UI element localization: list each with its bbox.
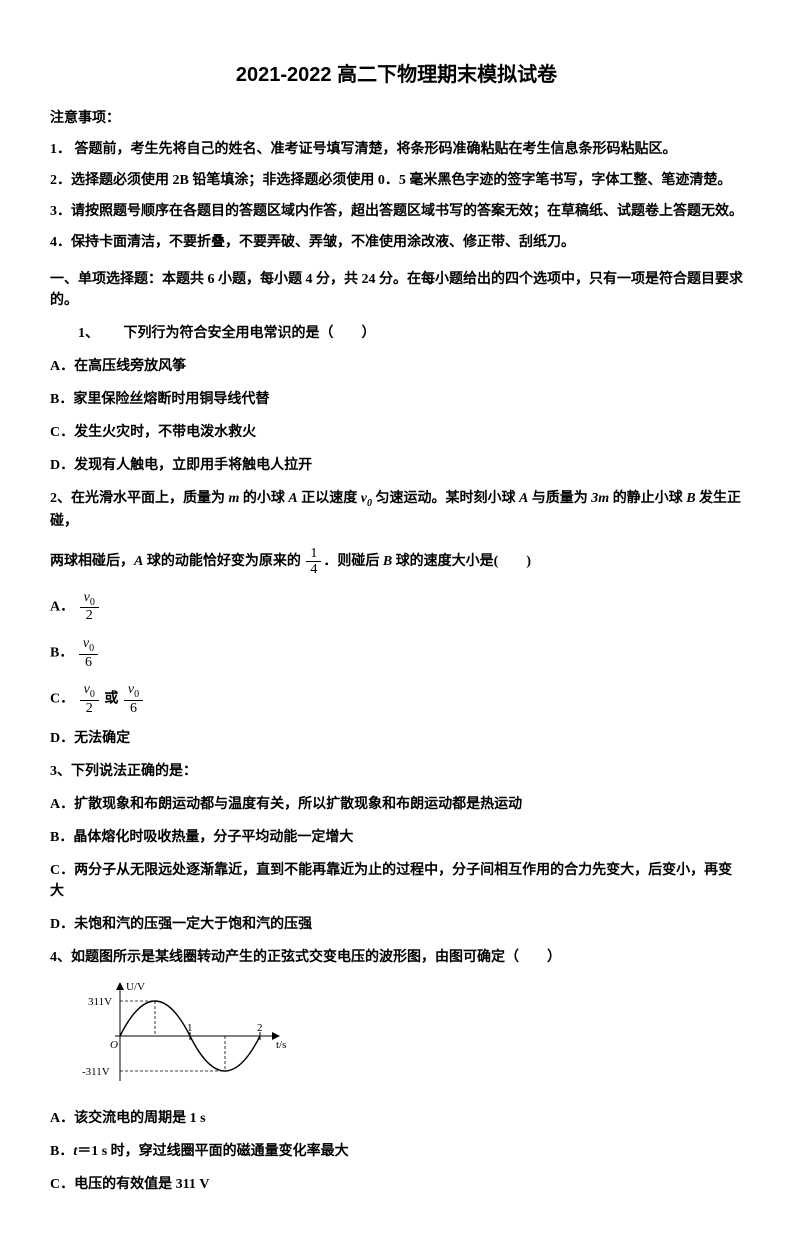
q2-l2b: 球的动能恰好变为原来的 xyxy=(143,554,304,569)
q2-a-frac: v0 2 xyxy=(80,590,99,624)
origin-label: O xyxy=(110,1039,118,1051)
section-1-header: 一、单项选择题：本题共 6 小题，每小题 4 分，共 24 分。在每小题给出的四… xyxy=(50,269,743,311)
q2-l2d: 球的速度大小是( ) xyxy=(392,554,531,569)
q4-opt-c: C．电压的有效值是 311 V xyxy=(50,1174,743,1195)
q2-a-prefix: A． xyxy=(50,599,74,614)
q2-l2a: 两球相碰后， xyxy=(50,554,134,569)
q2-c-frac1: v0 2 xyxy=(80,682,99,716)
x-tick-2: 2 xyxy=(257,1022,263,1034)
q3-stem: 3、下列说法正确的是： xyxy=(50,761,743,782)
q2-stem-line2: 两球相碰后，A 球的动能恰好变为原来的 14．则碰后 B 球的速度大小是( ) xyxy=(50,546,743,578)
q2-c2-sub: 0 xyxy=(134,689,139,700)
notice-2: 2．选择题必须使用 2B 铅笔填涂；非选择题必须使用 0．5 毫米黑色字迹的签字… xyxy=(50,170,743,191)
q2-t1: 2、在光滑水平面上，质量为 xyxy=(50,491,229,506)
q2-c2-den: 6 xyxy=(124,701,143,716)
q2-l2c: ．则碰后 xyxy=(323,554,383,569)
q1-opt-a: A．在高压线旁放风筝 xyxy=(50,356,743,377)
q2-b-frac: v0 6 xyxy=(79,636,98,670)
y-min-label: -311V xyxy=(82,1066,110,1078)
q2-stem-line1: 2、在光滑水平面上，质量为 m 的小球 A 正以速度 v0 匀速运动。某时刻小球… xyxy=(50,488,743,532)
x-axis-label: t/s xyxy=(276,1039,286,1051)
q2-t5: 与质量为 xyxy=(528,491,591,506)
q2-opt-c: C． v0 2 或 v0 6 xyxy=(50,682,743,716)
q1-opt-b: B．家里保险丝熔断时用铜导线代替 xyxy=(50,389,743,410)
y-axis-label: U/V xyxy=(126,981,145,993)
notice-4: 4．保持卡面清洁，不要折叠，不要弄破、弄皱，不准使用涂改液、修正带、刮纸刀。 xyxy=(50,232,743,253)
q2-c1-den: 2 xyxy=(80,701,99,716)
q2-b-sub: 0 xyxy=(89,643,94,654)
notice-header: 注意事项： xyxy=(50,108,743,129)
q2-c-prefix: C． xyxy=(50,691,74,706)
q2-b2: B xyxy=(383,554,392,569)
notice-3: 3．请按照题号顺序在各题目的答题区域内作答，超出答题区域书写的答案无效；在草稿纸… xyxy=(50,201,743,222)
q1-opt-c: C．发生火灾时，不带电泼水救火 xyxy=(50,422,743,443)
q2-c1-sub: 0 xyxy=(90,689,95,700)
q2-m: m xyxy=(229,491,240,506)
q2-c-or: 或 xyxy=(104,691,118,706)
q2-opt-b: B． v0 6 xyxy=(50,636,743,670)
q2-a3: A xyxy=(134,554,143,569)
q2-t2: 的小球 xyxy=(239,491,288,506)
q2-b-prefix: B． xyxy=(50,645,73,660)
q2-3m: 3m xyxy=(591,491,609,506)
q3-opt-b: B．晶体熔化时吸收热量，分子平均动能一定增大 xyxy=(50,827,743,848)
q1-opt-d: D．发现有人触电，立即用手将触电人拉开 xyxy=(50,455,743,476)
q2-opt-d: D．无法确定 xyxy=(50,728,743,749)
q2-a-sub: 0 xyxy=(90,596,95,607)
q1-stem: 1、 下列行为符合安全用电常识的是（ ） xyxy=(50,323,743,344)
q1-prefix: 1、 xyxy=(78,326,99,341)
q3-opt-d: D．未饱和汽的压强一定大于饱和汽的压强 xyxy=(50,914,743,935)
q2-v0: v0 xyxy=(361,491,372,506)
q2-frac-num: 1 xyxy=(306,546,321,562)
sine-wave-chart: U/V t/s 311V -311V O 1 2 xyxy=(80,976,290,1096)
q4-opt-b: B．t＝1 s 时，穿过线圈平面的磁通量变化率最大 xyxy=(50,1141,743,1162)
y-max-label: 311V xyxy=(88,996,112,1008)
page-title: 2021-2022 高二下物理期末模拟试卷 xyxy=(50,60,743,90)
q3-opt-c: C．两分子从无限远处逐渐靠近，直到不能再靠近为止的过程中，分子间相互作用的合力先… xyxy=(50,860,743,902)
q2-opt-a: A． v0 2 xyxy=(50,590,743,624)
q4-opt-a: A．该交流电的周期是 1 s xyxy=(50,1108,743,1129)
q2-b1: B xyxy=(686,491,695,506)
q2-t6: 的静止小球 xyxy=(609,491,686,506)
q4-chart: U/V t/s 311V -311V O 1 2 xyxy=(80,976,743,1096)
q2-frac-den: 4 xyxy=(306,562,321,577)
q2-a-den: 2 xyxy=(80,608,99,623)
q2-b-den: 6 xyxy=(79,655,98,670)
y-axis-arrow xyxy=(116,982,124,990)
q3-opt-a: A．扩散现象和布朗运动都与温度有关，所以扩散现象和布朗运动都是热运动 xyxy=(50,794,743,815)
q2-a1: A xyxy=(288,491,297,506)
q2-frac: 14 xyxy=(306,546,321,578)
notice-1: 1． 答题前，考生先将自己的姓名、准考证号填写清楚，将条形码准确粘贴在考生信息条… xyxy=(50,139,743,160)
q1-text: 下列行为符合安全用电常识的是（ ） xyxy=(124,326,376,341)
x-tick-1: 1 xyxy=(187,1022,193,1034)
q2-a2: A xyxy=(519,491,528,506)
q2-t4: 匀速运动。某时刻小球 xyxy=(372,491,519,506)
q4-stem: 4、如题图所示是某线圈转动产生的正弦式交变电压的波形图，由图可确定（ ） xyxy=(50,947,743,968)
q2-t3: 正以速度 xyxy=(298,491,361,506)
q2-c-frac2: v0 6 xyxy=(124,682,143,716)
